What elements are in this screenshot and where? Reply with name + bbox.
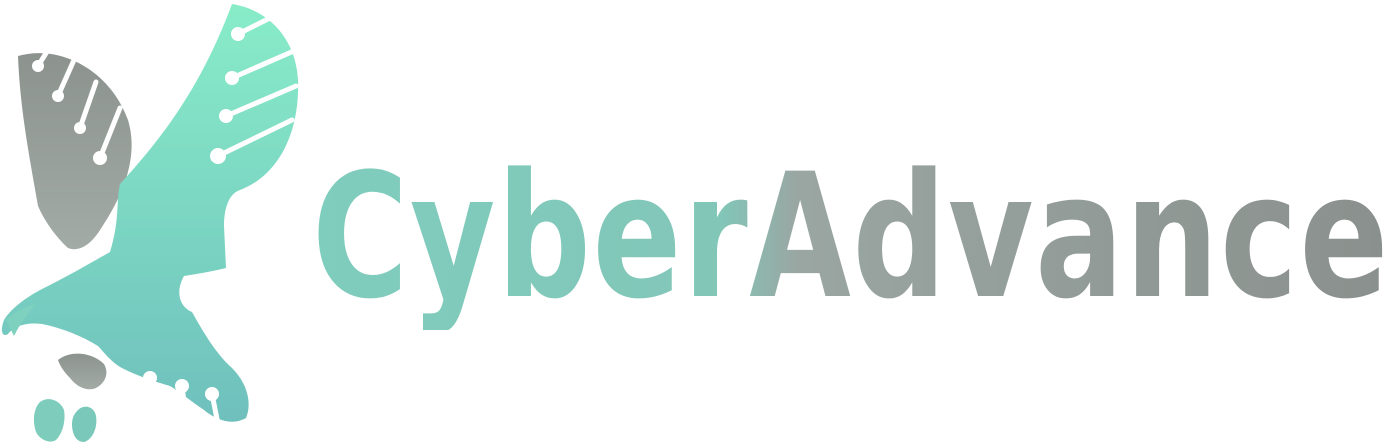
circuit-eagle-icon bbox=[1, 4, 299, 442]
brand-name-advance: Advance bbox=[749, 150, 1390, 330]
svg-text:CyberAdvance: CyberAdvance bbox=[312, 150, 1390, 330]
brand-wordmark: CyberAdvance bbox=[312, 150, 1390, 330]
brand-name-cyber: Cyber bbox=[312, 150, 749, 330]
